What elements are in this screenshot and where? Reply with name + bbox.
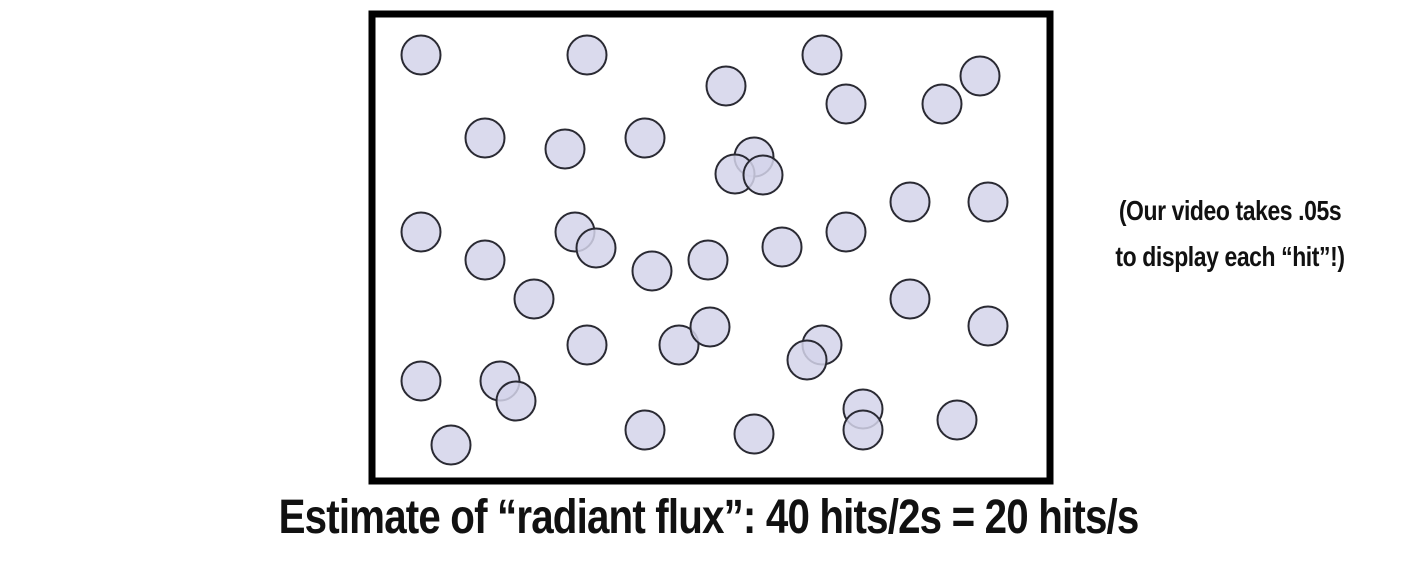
- hit-circle-24: [513, 278, 555, 320]
- hit-circle-29: [689, 306, 731, 348]
- side-note: (Our video takes .05s to display each “h…: [1099, 188, 1361, 280]
- hit-circle-8: [464, 117, 506, 159]
- hit-circle-14: [400, 211, 442, 253]
- sensor-frame: [368, 10, 1054, 485]
- hit-circle-22: [889, 181, 931, 223]
- hit-circle-1: [400, 34, 442, 76]
- hit-circle-27: [566, 324, 608, 366]
- hit-circle-6: [825, 83, 867, 125]
- hit-circle-35: [430, 424, 472, 466]
- hit-circle-34: [495, 380, 537, 422]
- hit-circle-18: [631, 250, 673, 292]
- hit-circle-32: [400, 360, 442, 402]
- hit-circle-37: [733, 413, 775, 455]
- hit-circle-31: [786, 339, 828, 381]
- hit-circle-26: [967, 305, 1009, 347]
- caption: Estimate of “radiant flux”: 40 hits/2s =…: [278, 491, 1140, 544]
- hit-circle-36: [624, 409, 666, 451]
- hit-circle-9: [544, 128, 586, 170]
- hit-circle-13: [742, 154, 784, 196]
- hit-circle-20: [761, 226, 803, 268]
- hit-circle-2: [566, 34, 608, 76]
- hit-circle-15: [464, 239, 506, 281]
- side-note-line-1: (Our video takes .05s: [1118, 195, 1342, 226]
- hit-circle-28: [658, 324, 700, 366]
- hit-circle-17: [575, 227, 617, 269]
- hit-circle-23: [967, 181, 1009, 223]
- hits-layer: [400, 34, 1009, 466]
- hit-circle-39: [842, 409, 884, 451]
- hit-circle-19: [687, 239, 729, 281]
- hit-circle-4: [705, 65, 747, 107]
- hit-circle-21: [825, 211, 867, 253]
- hit-circle-40: [936, 399, 978, 441]
- hit-circle-10: [624, 117, 666, 159]
- hit-circle-7: [921, 83, 963, 125]
- hit-circle-3: [801, 34, 843, 76]
- hit-circle-5: [959, 55, 1001, 97]
- hit-circle-25: [889, 278, 931, 320]
- side-note-line-2: to display each “hit”!): [1115, 241, 1345, 272]
